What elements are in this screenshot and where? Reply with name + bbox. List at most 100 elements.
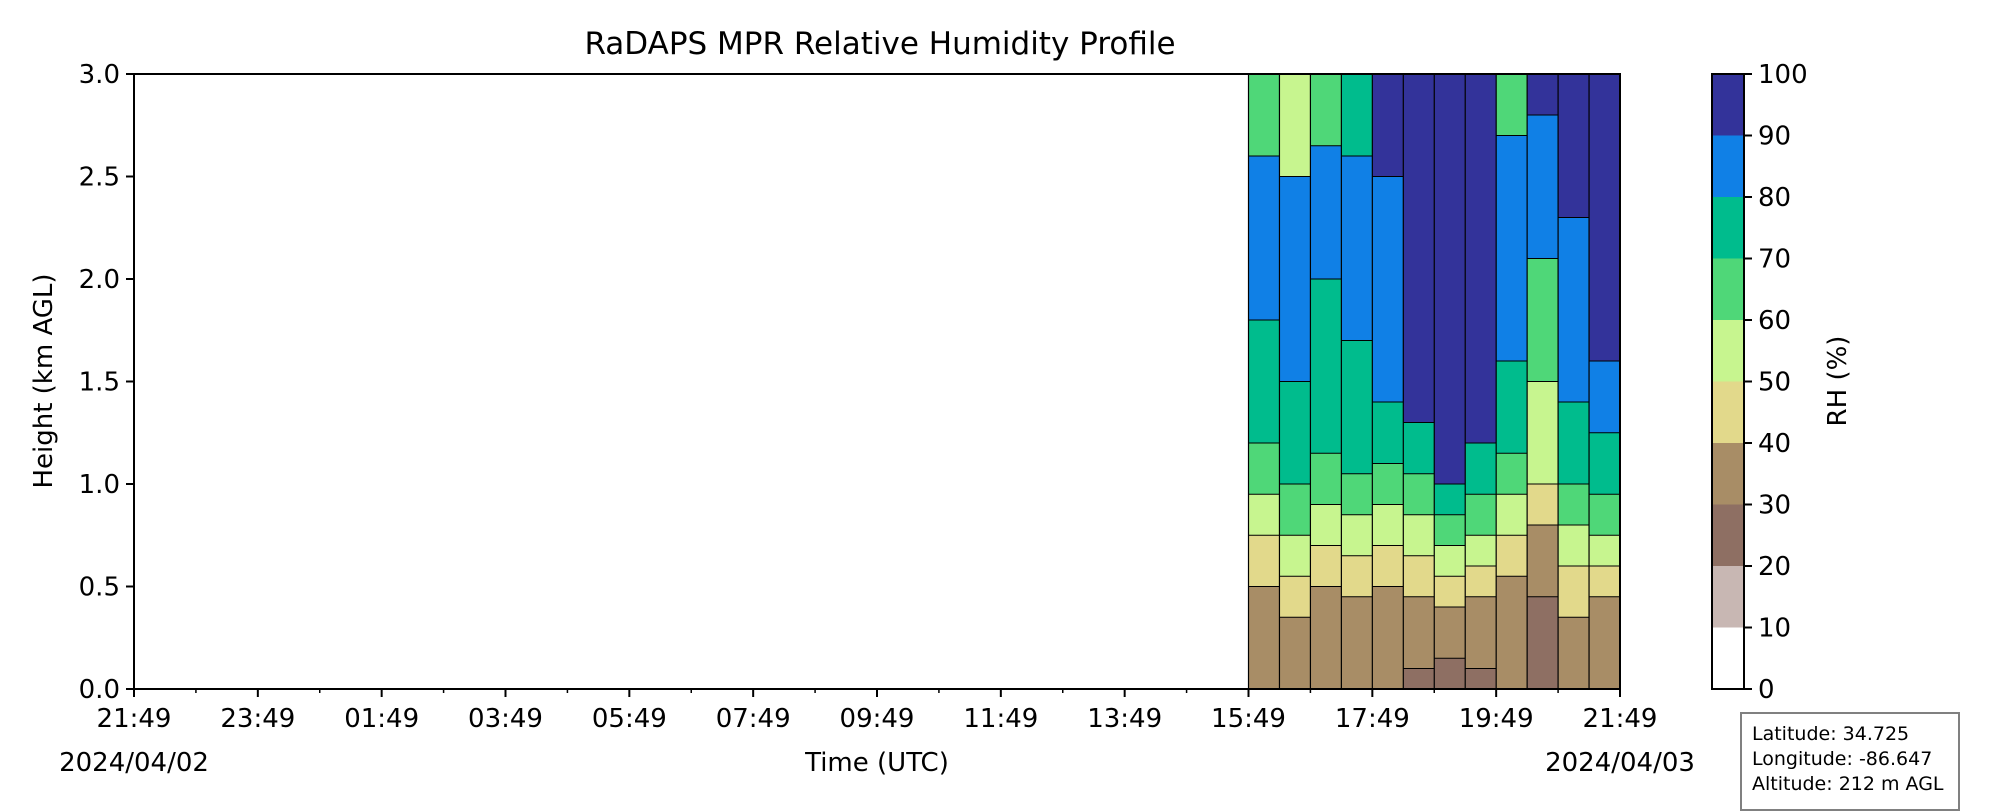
rh-band (1434, 607, 1466, 659)
rh-band (1558, 566, 1590, 618)
rh-band (1248, 320, 1280, 443)
rh-band (1496, 453, 1528, 495)
rh-band (1589, 535, 1620, 566)
colorbar-segment (1712, 197, 1744, 259)
rh-band (1465, 668, 1497, 689)
colorbar: 0 10 20 30 40 50 60 70 80 90 100 (1711, 60, 1808, 705)
station-info-box: Latitude: 34.725 Longitude: -86.647 Alti… (1740, 712, 1960, 811)
rh-column (1526, 74, 1559, 689)
colorbar-label: RH (%) (1823, 336, 1853, 427)
rh-band (1589, 596, 1620, 689)
colorbar-segment (1712, 443, 1744, 505)
rh-band (1248, 443, 1280, 495)
colorbar-tick-label: 0 (1758, 675, 1775, 705)
x-axis: 21:49 23:49 01:49 03:49 05:49 07:49 09:49 11:49… (97, 689, 1658, 734)
rh-band (1527, 596, 1559, 689)
rh-band (1341, 473, 1373, 515)
rh-column (1278, 74, 1311, 689)
y-tick-label: 1.0 (79, 470, 120, 500)
rh-band (1434, 545, 1466, 577)
rh-band (1279, 617, 1311, 689)
y-tick-label: 1.5 (79, 368, 120, 398)
colorbar-segment (1712, 258, 1744, 320)
rh-band (1589, 361, 1620, 433)
colorbar-tick-label: 80 (1758, 183, 1791, 213)
colorbar-tick-label: 40 (1758, 429, 1791, 459)
rh-column (1402, 74, 1435, 689)
colorbar-tick-label: 30 (1758, 491, 1791, 521)
rh-band (1403, 74, 1435, 423)
rh-band (1434, 514, 1466, 546)
rh-band (1558, 525, 1590, 566)
rh-band (1465, 596, 1497, 669)
colorbar-tick-label: 70 (1758, 245, 1791, 275)
rh-band (1248, 156, 1280, 320)
rh-band (1372, 463, 1404, 505)
rh-band (1465, 494, 1497, 536)
rh-band (1589, 432, 1620, 495)
colorbar-tick-label: 20 (1758, 552, 1791, 582)
rh-band (1372, 504, 1404, 546)
rh-contour-field (1247, 74, 1620, 689)
rh-band (1496, 576, 1528, 689)
rh-band (1279, 535, 1311, 577)
y-axis-label: Height (km AGL) (29, 273, 59, 488)
end-date-label: 2024/04/03 (1545, 748, 1695, 778)
y-tick-label: 2.5 (79, 163, 120, 193)
colorbar-segment (1712, 504, 1744, 566)
x-tick-label: 21:49 (97, 704, 172, 734)
rh-band (1248, 494, 1280, 536)
rh-band (1372, 402, 1404, 464)
colorbar-tick-label: 100 (1758, 60, 1808, 90)
rh-band (1558, 617, 1590, 689)
y-tick-label: 0.0 (79, 675, 120, 705)
x-tick-label: 15:49 (1211, 704, 1286, 734)
rh-column (1309, 74, 1342, 689)
rh-band (1496, 494, 1528, 536)
rh-band (1527, 115, 1559, 259)
rh-band (1341, 74, 1373, 156)
y-tick-label: 3.0 (79, 60, 120, 90)
rh-band (1589, 494, 1620, 536)
x-tick-label: 03:49 (468, 704, 543, 734)
rh-band (1403, 668, 1435, 689)
x-tick-label: 07:49 (716, 704, 791, 734)
rh-band (1434, 576, 1466, 607)
rh-band (1403, 555, 1435, 597)
rh-band (1527, 484, 1559, 525)
rh-band (1496, 135, 1528, 361)
rh-band (1434, 74, 1466, 484)
x-tick-label: 17:49 (1335, 704, 1410, 734)
rh-band (1310, 279, 1342, 454)
rh-band (1589, 74, 1620, 361)
rh-band (1496, 74, 1528, 136)
rh-band (1465, 566, 1497, 597)
rh-band (1310, 586, 1342, 689)
colorbar-segment (1712, 74, 1744, 136)
rh-column (1340, 74, 1373, 689)
rh-band (1279, 381, 1311, 484)
rh-band (1341, 555, 1373, 597)
rh-band (1403, 422, 1435, 474)
rh-band (1341, 514, 1373, 556)
rh-band (1279, 576, 1311, 618)
colorbar-tick-label: 60 (1758, 306, 1791, 336)
rh-band (1558, 74, 1590, 218)
rh-column (1433, 74, 1466, 689)
x-tick-label: 09:49 (840, 704, 915, 734)
rh-band (1465, 74, 1497, 443)
rh-band (1310, 453, 1342, 505)
rh-band (1372, 545, 1404, 587)
rh-band (1465, 443, 1497, 495)
x-tick-label: 23:49 (220, 704, 295, 734)
colorbar-segment (1712, 381, 1744, 443)
rh-band (1496, 361, 1528, 454)
rh-band (1372, 586, 1404, 689)
colorbar-tick-label: 50 (1758, 368, 1791, 398)
latitude-text: Latitude: 34.725 (1752, 723, 1910, 745)
rh-band (1248, 535, 1280, 587)
x-tick-label: 21:49 (1583, 704, 1658, 734)
y-axis: 0.0 0.5 1.0 1.5 2.0 2.5 3.0 (79, 60, 134, 705)
start-date-label: 2024/04/02 (59, 748, 209, 778)
